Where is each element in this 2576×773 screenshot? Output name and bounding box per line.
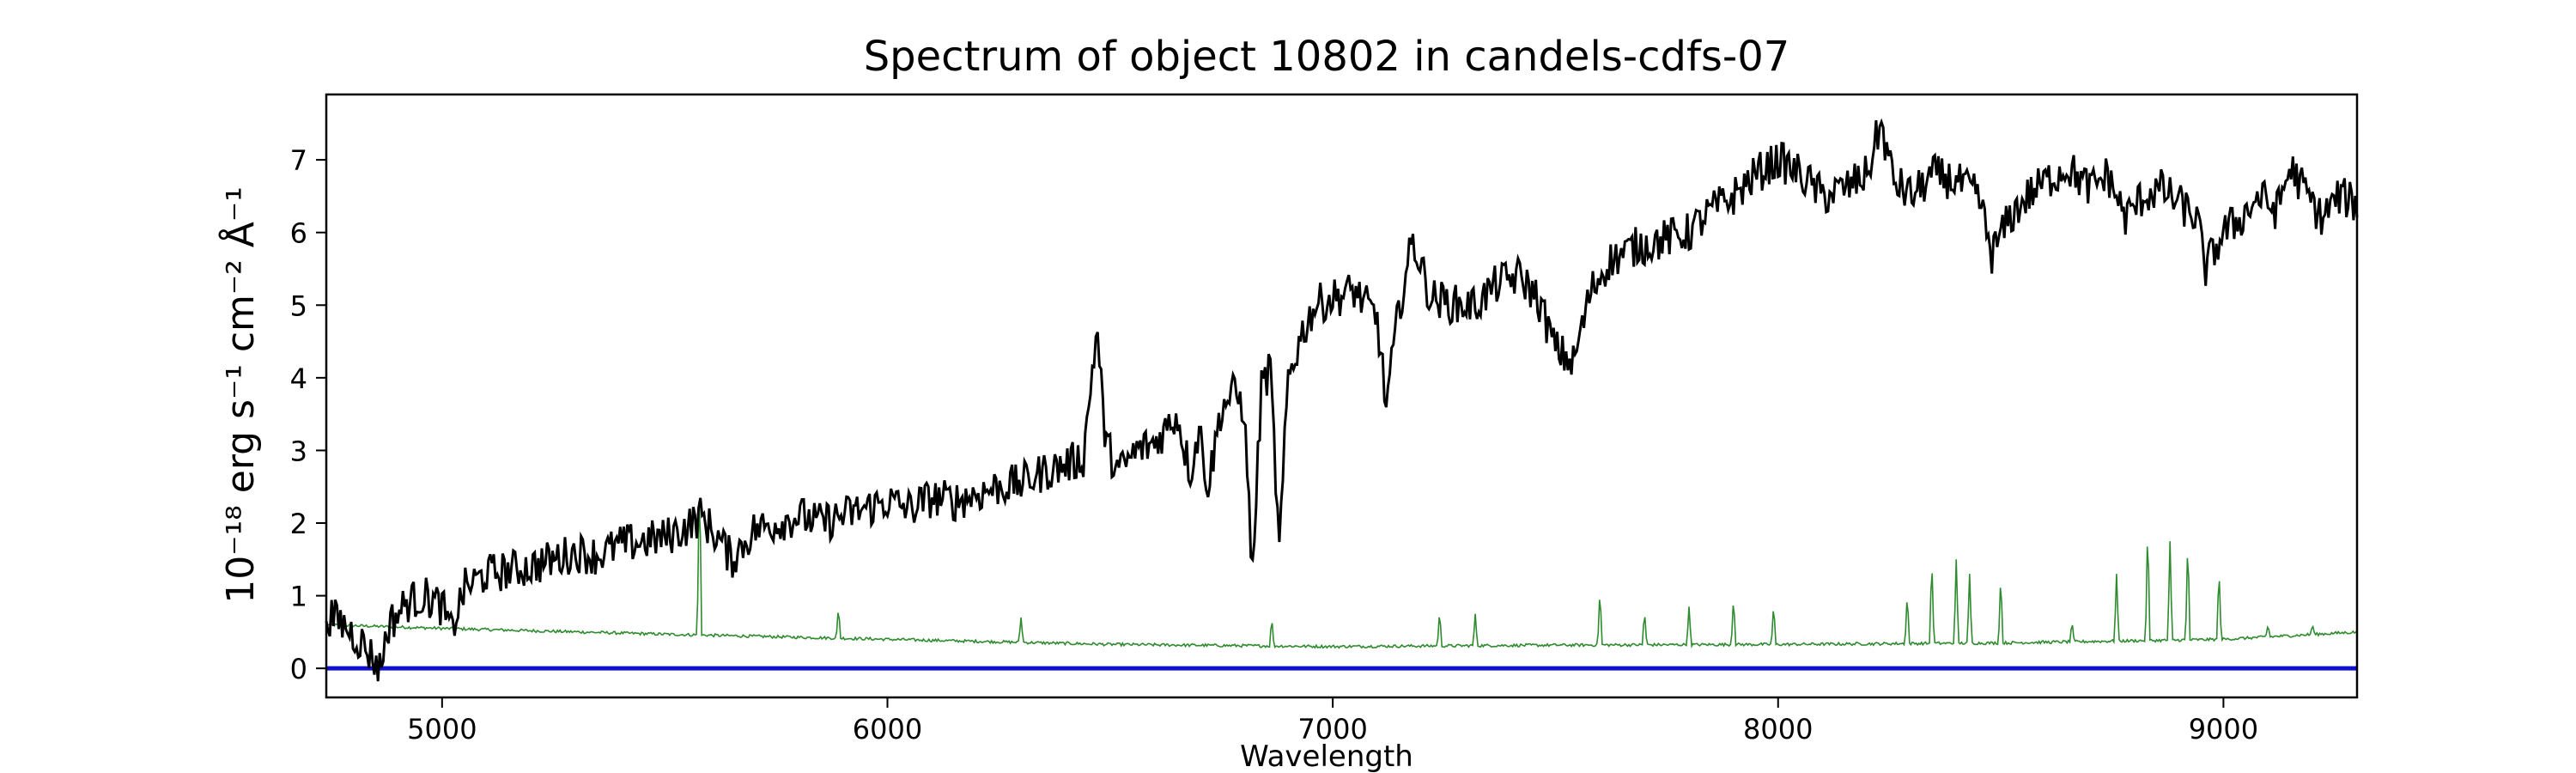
y-tick-label: 2 — [290, 508, 307, 540]
x-tick-label: 8000 — [1743, 713, 1813, 746]
y-tick-label: 5 — [290, 289, 307, 322]
flux-series-line — [325, 118, 2359, 682]
y-tick-label: 4 — [290, 362, 307, 395]
plot-frame — [325, 93, 2359, 699]
y-axis-label: 10⁻¹⁸ erg s⁻¹ cm⁻² Å⁻¹ — [217, 186, 263, 603]
y-tick-label: 1 — [290, 581, 307, 613]
x-axis-ticks: 5000 6000 7000 8000 9000 — [407, 697, 2258, 746]
y-tick-label: 3 — [290, 435, 307, 467]
y-tick-label: 7 — [290, 144, 307, 177]
x-tick-label: 5000 — [407, 713, 477, 746]
x-axis-label: Wavelength — [1240, 740, 1413, 773]
plot-area — [325, 118, 2359, 682]
x-tick-label: 6000 — [853, 713, 922, 746]
chart-title: Spectrum of object 10802 in candels-cdfs… — [864, 33, 1790, 81]
y-tick-label: 6 — [290, 217, 307, 250]
x-tick-label: 9000 — [2189, 713, 2258, 746]
y-axis-ticks: 0 1 2 3 4 5 6 7 — [290, 144, 326, 685]
y-tick-label: 0 — [290, 653, 307, 685]
x-tick-label: 7000 — [1297, 713, 1367, 746]
noise-series-line — [325, 502, 2358, 649]
